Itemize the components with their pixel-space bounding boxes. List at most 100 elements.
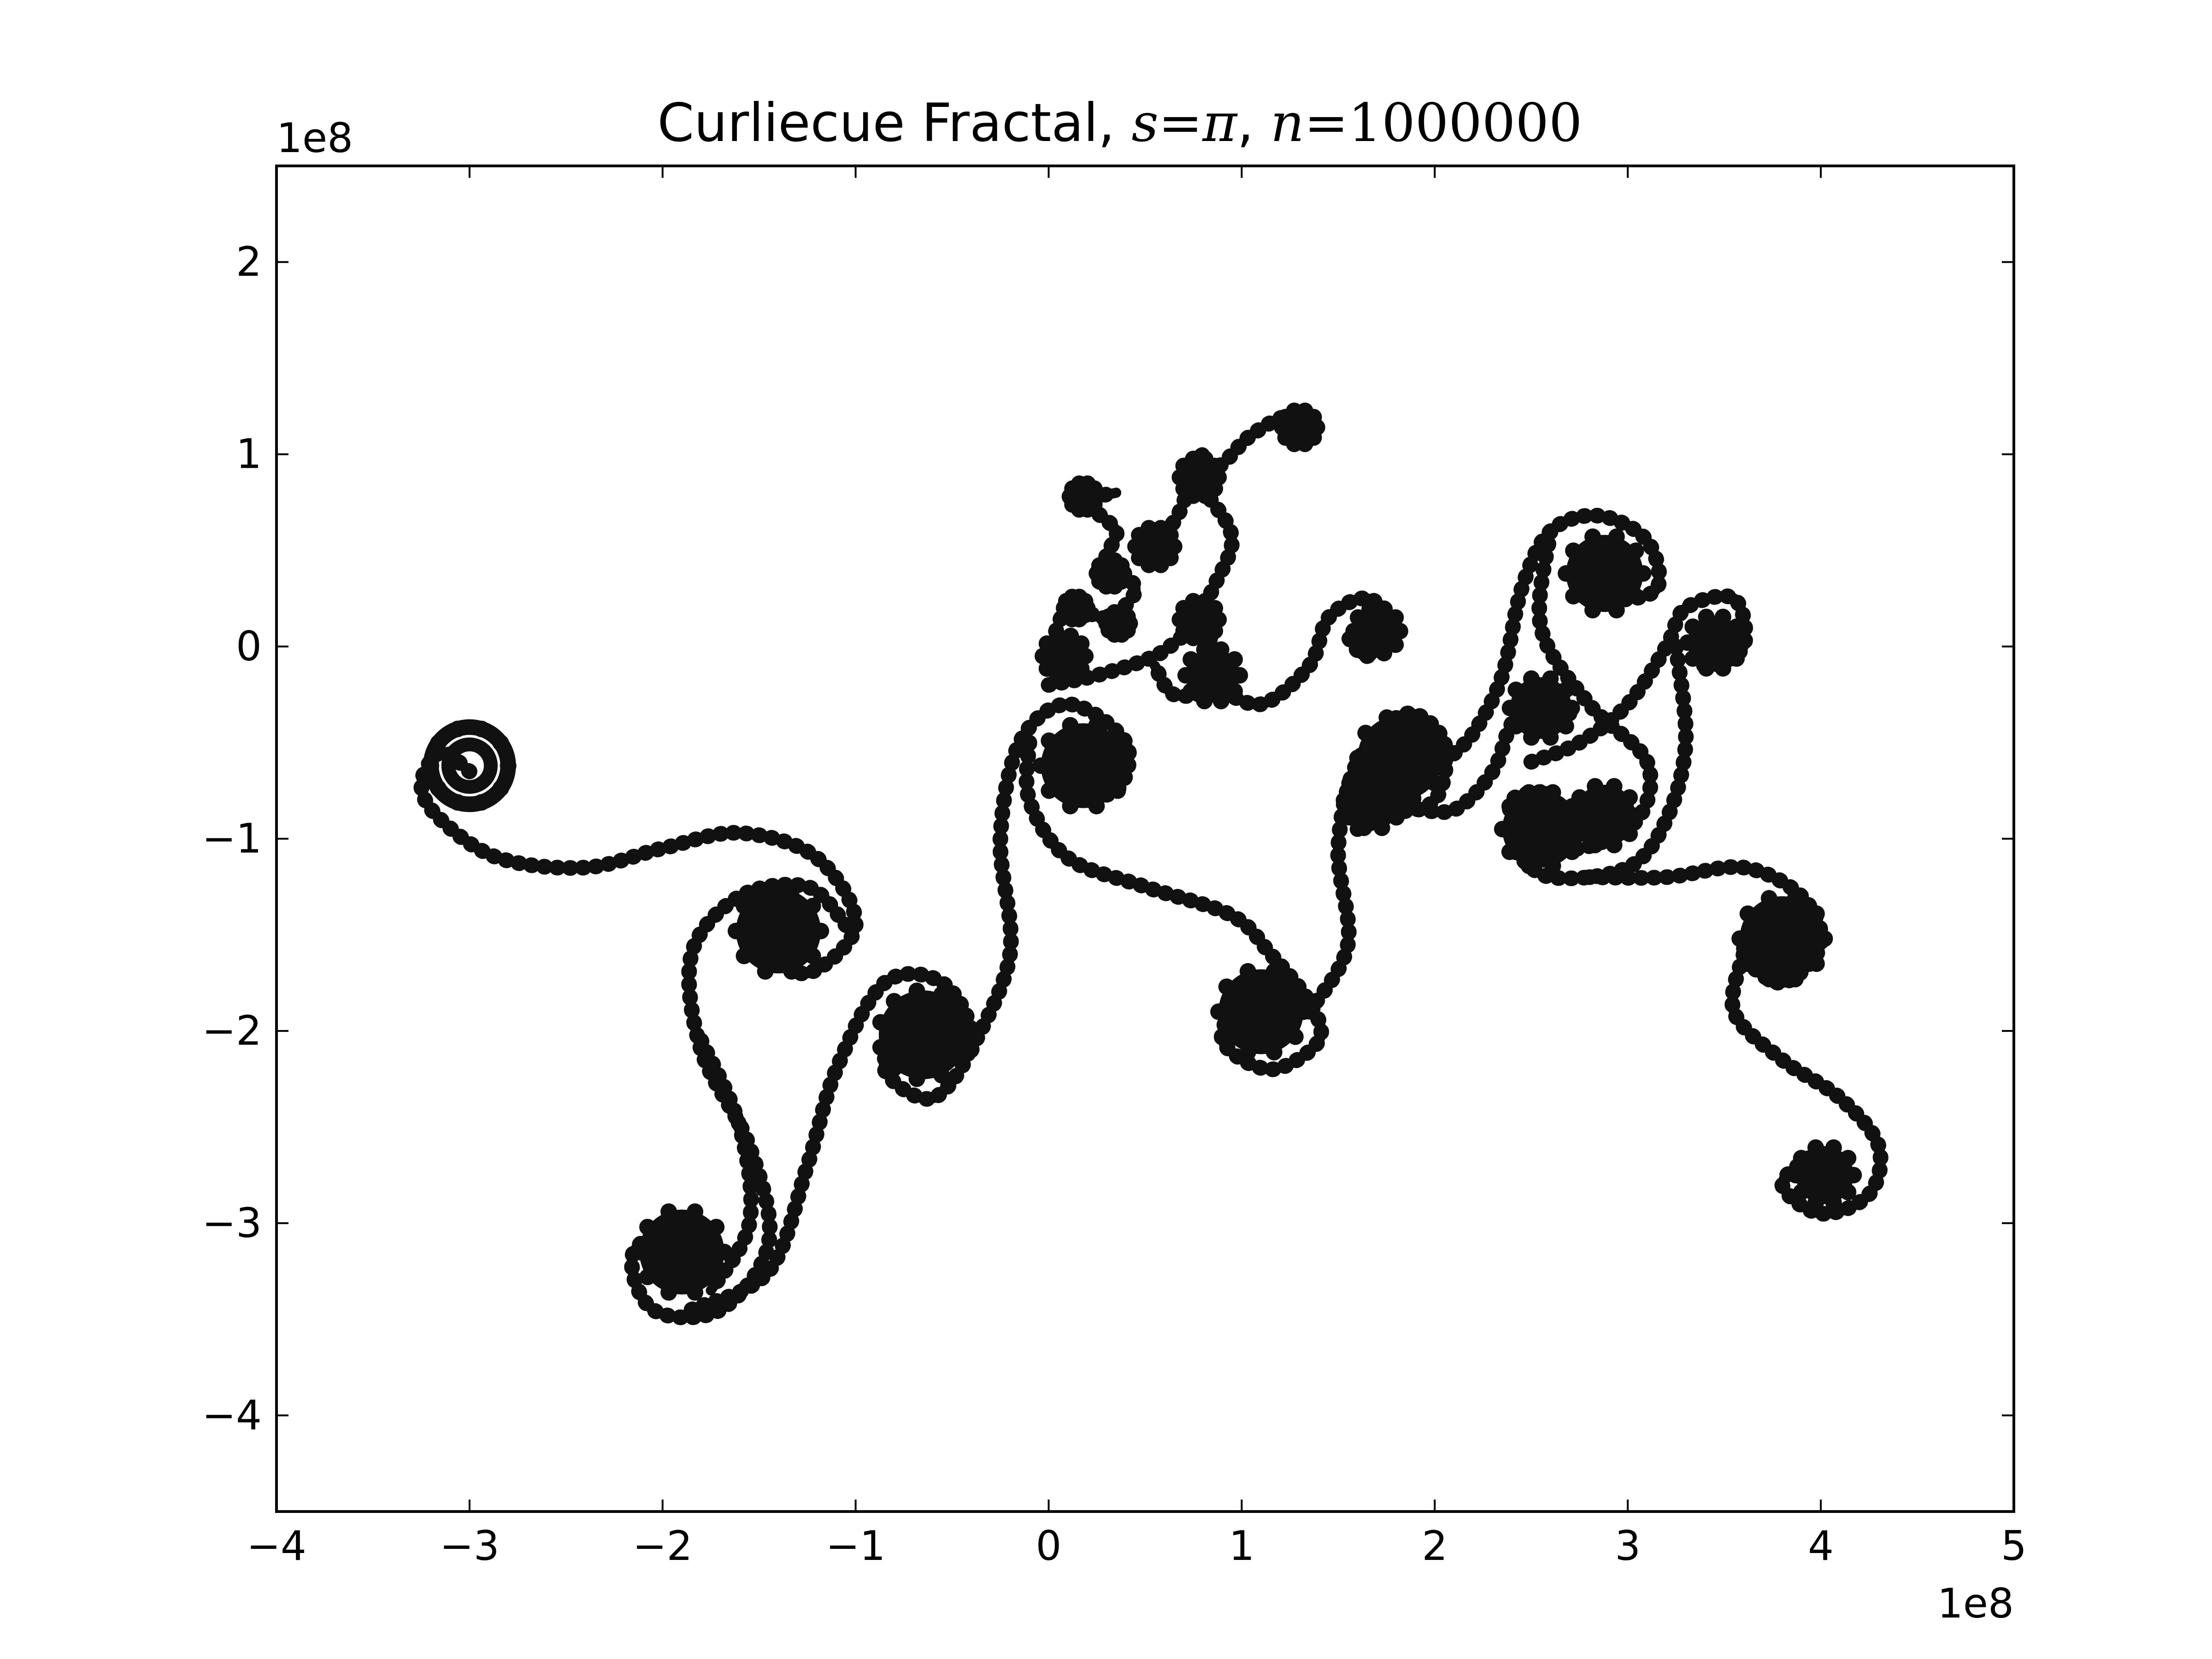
cluster-bead bbox=[757, 882, 774, 899]
cluster-bead bbox=[1335, 792, 1353, 809]
cluster-bead bbox=[959, 1026, 976, 1043]
y-tick-label: −4 bbox=[202, 1391, 262, 1439]
y-tick-label: 1 bbox=[236, 430, 262, 478]
cluster-bead bbox=[886, 993, 903, 1010]
y-tick-label: −1 bbox=[202, 815, 262, 862]
x-tick-label: 1 bbox=[1229, 1522, 1254, 1570]
cluster-bead bbox=[492, 780, 509, 797]
cluster-bead bbox=[1523, 670, 1540, 687]
cluster-bead bbox=[1361, 645, 1378, 662]
cluster-bead bbox=[1520, 784, 1537, 801]
cluster-bead bbox=[812, 923, 830, 940]
cluster-bead bbox=[1542, 670, 1559, 687]
cluster-bead bbox=[1621, 789, 1638, 806]
title-s-var: s bbox=[1131, 92, 1159, 153]
cluster-bead bbox=[1387, 636, 1404, 653]
cluster-bead bbox=[1109, 782, 1126, 799]
cluster-bead bbox=[727, 923, 744, 940]
cluster-bead bbox=[1808, 955, 1825, 972]
cluster-bead bbox=[1635, 565, 1652, 582]
cluster-bead bbox=[933, 986, 950, 1003]
cluster-bead bbox=[1684, 650, 1701, 667]
cluster-bead bbox=[1698, 660, 1715, 677]
cluster-bead bbox=[1584, 602, 1601, 619]
y-offset-label: 1e8 bbox=[276, 114, 353, 162]
cluster-bead bbox=[1206, 458, 1224, 475]
cluster-bead bbox=[872, 1014, 889, 1031]
cluster-bead bbox=[1571, 789, 1588, 806]
cluster-bead bbox=[1077, 647, 1094, 665]
x-tick-label: −3 bbox=[440, 1522, 500, 1570]
cluster-bead bbox=[449, 720, 466, 737]
cluster-bead bbox=[1182, 682, 1200, 700]
cluster-bead bbox=[1109, 732, 1126, 749]
cluster-bead bbox=[735, 898, 753, 915]
cluster-bead bbox=[1608, 528, 1625, 545]
cluster-bead bbox=[1349, 749, 1366, 766]
cluster-bead bbox=[1118, 757, 1135, 774]
cluster-bead bbox=[1787, 1167, 1804, 1183]
x-offset-label: 1e8 bbox=[1937, 1580, 2014, 1627]
cluster-bead bbox=[1507, 681, 1524, 698]
x-tick-label: 2 bbox=[1422, 1522, 1447, 1570]
cluster-bead bbox=[1226, 651, 1243, 668]
cluster-bead bbox=[1305, 409, 1322, 426]
cluster-bead bbox=[1606, 778, 1623, 795]
cluster-bead bbox=[1197, 487, 1214, 504]
cluster-bead bbox=[1287, 978, 1304, 995]
cluster-bead bbox=[886, 1060, 903, 1077]
cluster-bead bbox=[1557, 718, 1574, 735]
cluster-bead bbox=[1049, 627, 1066, 644]
cluster-bead bbox=[1226, 682, 1243, 700]
cluster-bead bbox=[1698, 608, 1715, 625]
cluster-bead bbox=[1062, 668, 1079, 685]
cluster-bead bbox=[1760, 971, 1777, 988]
cluster-disc bbox=[1740, 896, 1825, 982]
cluster-bead bbox=[639, 1269, 656, 1286]
cluster-bead bbox=[1494, 821, 1511, 838]
cluster-bead bbox=[1212, 693, 1230, 710]
cluster-bead bbox=[1520, 857, 1537, 874]
cluster-bead bbox=[1177, 667, 1194, 684]
y-tick-label: 2 bbox=[236, 238, 262, 286]
cluster-bead bbox=[1086, 480, 1103, 497]
cluster-bead bbox=[492, 735, 509, 752]
title-n-eq: = bbox=[1304, 92, 1348, 153]
curve-beads bbox=[413, 744, 864, 982]
cluster-disc bbox=[1566, 535, 1643, 612]
cluster-bead bbox=[872, 1039, 889, 1056]
cluster-disc bbox=[1573, 784, 1635, 847]
cluster-bead bbox=[1507, 718, 1524, 735]
cluster-bead bbox=[1584, 528, 1601, 545]
cluster-bead bbox=[1361, 600, 1378, 618]
cluster-bead bbox=[783, 882, 800, 899]
cluster-bead bbox=[1544, 784, 1561, 801]
cluster-bead bbox=[1073, 635, 1090, 652]
cluster-bead bbox=[1840, 1183, 1857, 1200]
curve-beads bbox=[683, 966, 980, 1318]
cluster-bead bbox=[1621, 825, 1638, 842]
x-tick-label: −4 bbox=[247, 1522, 306, 1570]
cluster-disc bbox=[1688, 615, 1742, 670]
cluster-bead bbox=[1807, 1139, 1824, 1156]
cluster-bead bbox=[1141, 520, 1157, 537]
cluster-bead bbox=[1627, 588, 1644, 605]
cluster-bead bbox=[1825, 1139, 1842, 1156]
title-prefix: Curliecue Fractal, bbox=[657, 92, 1131, 153]
cluster-bead bbox=[1355, 764, 1372, 781]
cluster-inner-ring bbox=[441, 737, 498, 794]
x-tick-label: 5 bbox=[2001, 1522, 2027, 1570]
cluster-bead bbox=[1355, 819, 1372, 836]
cluster-bead bbox=[1088, 717, 1105, 734]
cluster-bead bbox=[473, 720, 490, 737]
cluster-bead bbox=[1196, 693, 1213, 710]
cluster-bead bbox=[1265, 1044, 1282, 1061]
curve-beads bbox=[1436, 507, 1667, 770]
cluster-bead bbox=[1627, 542, 1644, 559]
cluster-bead bbox=[1608, 602, 1625, 619]
cluster-bead bbox=[1587, 836, 1604, 853]
cluster-bead bbox=[1373, 819, 1390, 836]
cluster-bead bbox=[1679, 634, 1696, 651]
curve-beads bbox=[1504, 638, 1694, 886]
cluster-bead bbox=[708, 1269, 725, 1286]
